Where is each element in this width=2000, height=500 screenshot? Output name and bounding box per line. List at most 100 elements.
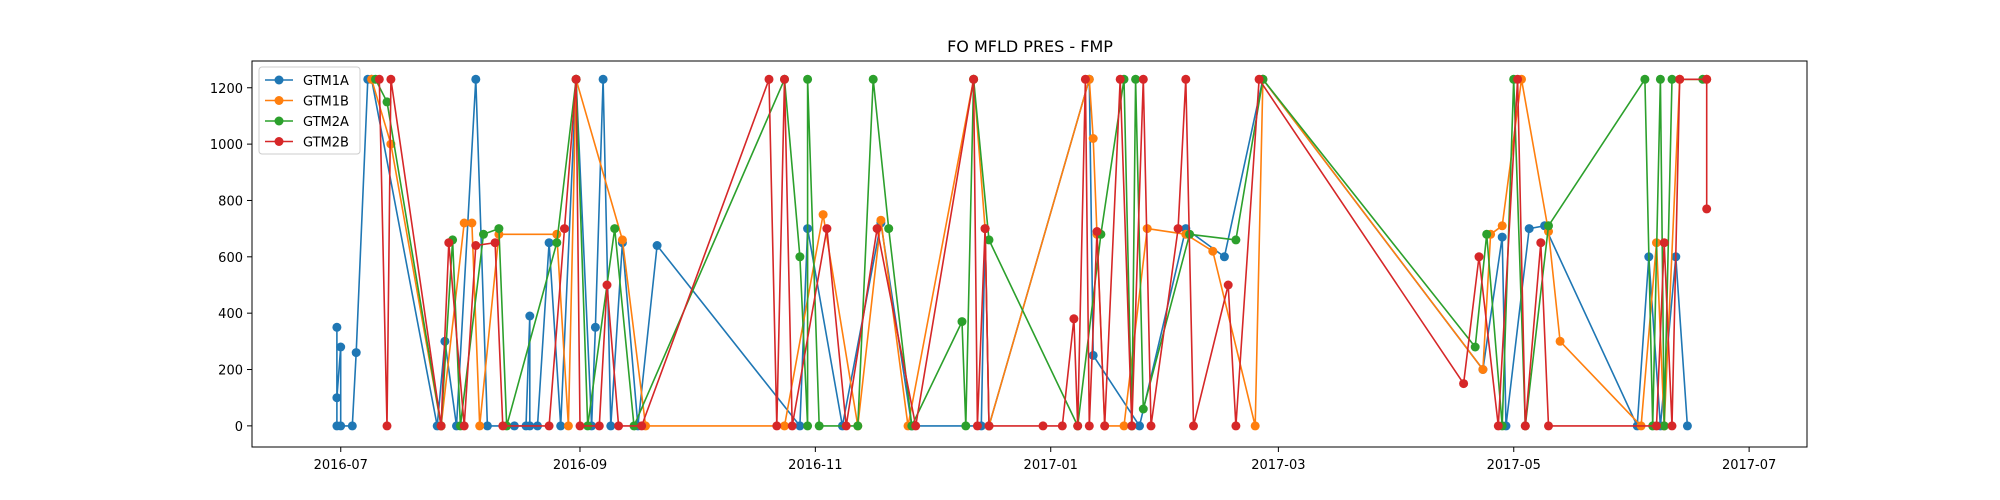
data-point-gtm2b xyxy=(1115,74,1125,84)
data-point-gtm2a xyxy=(1470,342,1480,352)
data-point-gtm2a xyxy=(552,238,562,248)
data-point-gtm1b xyxy=(1478,365,1488,374)
data-point-gtm1a xyxy=(347,421,357,431)
series-gtm2b xyxy=(374,74,1712,431)
data-point-gtm2a xyxy=(868,74,878,84)
legend: GTM1A GTM1B GTM2A GTM2B xyxy=(258,66,361,155)
data-point-gtm2b xyxy=(1038,421,1048,431)
data-point-gtm2b xyxy=(444,238,454,248)
data-point-gtm1b xyxy=(876,215,886,225)
data-point-gtm2b xyxy=(1520,421,1530,431)
data-point-gtm1a xyxy=(1135,421,1144,431)
y-tick-label: 0 xyxy=(235,420,243,435)
data-point-gtm2b xyxy=(984,421,994,431)
data-point-gtm1a xyxy=(332,393,342,403)
x-tick-label: 2017-01 xyxy=(1024,458,1078,473)
data-point-gtm2b xyxy=(822,224,832,234)
data-point-gtm2a xyxy=(853,421,863,431)
data-point-gtm1a xyxy=(482,421,492,431)
data-point-gtm1a xyxy=(336,342,346,352)
legend-marker-gtm2b xyxy=(274,137,284,146)
data-point-gtm2b xyxy=(1084,421,1094,431)
data-point-gtm2a xyxy=(1655,74,1665,84)
data-point-gtm2b xyxy=(1675,74,1685,84)
data-point-gtm2b xyxy=(1459,379,1469,389)
data-point-gtm1a xyxy=(1524,224,1534,234)
data-point-gtm1a xyxy=(598,74,608,84)
data-point-gtm2a xyxy=(795,252,805,262)
data-point-gtm2b xyxy=(498,421,508,431)
legend-label-gtm1b: GTM1B xyxy=(303,95,349,110)
data-point-gtm2a xyxy=(1667,74,1677,84)
data-point-gtm2b xyxy=(571,74,581,84)
data-point-gtm1a xyxy=(1682,421,1692,431)
x-tick-label: 2017-05 xyxy=(1487,458,1541,473)
legend-box xyxy=(258,66,361,155)
data-point-gtm2b xyxy=(1189,421,1198,431)
y-tick-label: 800 xyxy=(218,194,243,209)
data-point-gtm2b xyxy=(1092,227,1102,236)
data-point-gtm2b xyxy=(1173,224,1183,234)
y-tick-label: 400 xyxy=(218,307,243,322)
legend-label-gtm1a: GTM1A xyxy=(303,74,349,89)
legend-marker-gtm2a xyxy=(274,116,284,126)
legend-marker-gtm1b xyxy=(274,96,284,105)
data-point-gtm2b xyxy=(1073,421,1083,431)
data-point-gtm2a xyxy=(382,97,392,107)
data-point-gtm2b xyxy=(1100,421,1110,431)
data-point-gtm2a xyxy=(814,421,824,431)
x-axis: 2016-07 2016-09 2016-11 2017-01 2017-03 2017-… xyxy=(314,447,1776,473)
data-point-gtm1b xyxy=(1497,221,1507,231)
data-point-gtm1a xyxy=(795,421,805,431)
data-point-gtm2a xyxy=(494,224,504,234)
series-line-gtm2b xyxy=(378,78,1708,427)
data-point-gtm2b xyxy=(382,421,392,431)
data-point-gtm2b xyxy=(1254,74,1264,84)
data-point-gtm1b xyxy=(459,218,469,228)
data-point-gtm1b xyxy=(780,421,789,431)
data-point-gtm2b xyxy=(1667,421,1677,431)
data-point-gtm2b xyxy=(1536,238,1546,248)
legend-label-gtm2b: GTM2B xyxy=(303,136,349,151)
data-point-gtm1a xyxy=(544,238,554,248)
data-point-gtm2b xyxy=(772,421,782,431)
data-point-gtm1a xyxy=(332,322,342,332)
data-point-gtm2a xyxy=(803,74,813,84)
data-point-gtm2a xyxy=(957,317,967,327)
data-point-gtm2b xyxy=(1069,314,1079,324)
data-point-gtm2b xyxy=(1080,74,1090,84)
data-point-gtm2b xyxy=(459,421,469,431)
data-point-gtm2a xyxy=(961,421,971,431)
plot-area xyxy=(332,74,1712,431)
data-point-gtm2b xyxy=(780,74,789,84)
data-point-gtm2b xyxy=(969,74,979,84)
data-point-gtm1b xyxy=(818,210,828,220)
data-point-gtm2b xyxy=(1223,280,1233,290)
y-tick-label: 1200 xyxy=(210,82,243,97)
data-point-gtm2b xyxy=(1127,421,1137,431)
x-tick-label: 2016-11 xyxy=(788,458,842,473)
y-tick-label: 600 xyxy=(218,251,243,266)
data-point-gtm2a xyxy=(884,224,894,234)
data-point-gtm1a xyxy=(471,74,481,84)
data-point-gtm2b xyxy=(471,241,481,250)
legend-label-gtm2a: GTM2A xyxy=(303,115,349,130)
data-point-gtm2b xyxy=(841,421,851,431)
data-point-gtm2a xyxy=(1659,421,1669,431)
data-point-gtm2b xyxy=(594,421,604,431)
data-point-gtm2b xyxy=(872,224,882,234)
data-point-gtm2b xyxy=(374,74,384,84)
data-point-gtm2b xyxy=(1493,421,1503,431)
data-point-gtm2b xyxy=(1659,238,1669,248)
data-point-gtm1b xyxy=(552,229,562,239)
data-point-gtm2b xyxy=(560,224,569,234)
data-point-gtm2b xyxy=(436,421,446,431)
data-point-gtm2b xyxy=(386,74,396,84)
x-tick-label: 2017-03 xyxy=(1251,458,1305,473)
data-point-gtm2b xyxy=(972,421,982,431)
data-point-gtm1b xyxy=(1555,336,1565,346)
data-point-gtm1b xyxy=(1088,134,1098,143)
data-point-gtm2b xyxy=(764,74,774,84)
data-point-gtm2b xyxy=(1146,421,1156,431)
